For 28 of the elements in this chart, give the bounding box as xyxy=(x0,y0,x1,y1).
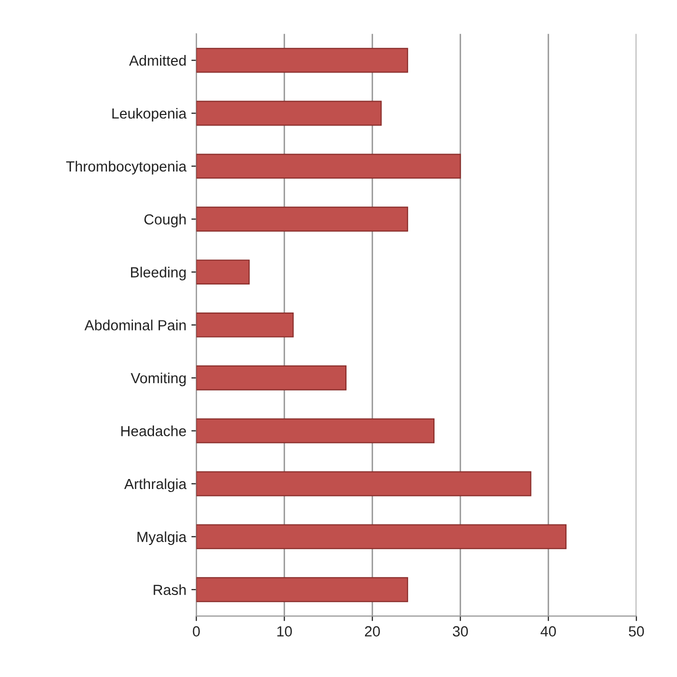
y-tick-label: Headache xyxy=(121,426,186,436)
x-tick-label: 40 xyxy=(540,626,556,637)
bar xyxy=(196,312,294,338)
bar xyxy=(196,418,435,444)
bar xyxy=(196,577,408,602)
y-tick-label: Arthralgia xyxy=(124,478,187,492)
bar xyxy=(196,206,408,232)
y-tick-label: Thrombocytopenia xyxy=(66,160,187,174)
x-tick-label: 10 xyxy=(277,626,292,637)
y-tick-label: Cough xyxy=(144,214,186,228)
y-tick-label: Myalgia xyxy=(138,531,187,545)
bar xyxy=(196,260,250,284)
bar xyxy=(196,154,461,179)
y-tick-label: Abdominal Pain xyxy=(84,320,186,330)
x-tick-label: 50 xyxy=(628,626,644,637)
y-tick-label: Rash xyxy=(154,584,186,596)
x-tick-label: 0 xyxy=(192,626,200,637)
y-tick-label: Leukopenia xyxy=(112,108,187,122)
bar xyxy=(196,471,532,496)
x-tick-label: 30 xyxy=(452,626,468,637)
y-tick-label: Vomiting xyxy=(130,372,186,386)
bar xyxy=(196,100,382,126)
bar xyxy=(196,524,567,550)
x-tick-label: 20 xyxy=(364,626,380,637)
bar xyxy=(196,48,408,73)
y-tick-label: Admitted xyxy=(129,55,186,66)
bar xyxy=(196,365,346,390)
y-tick-label: Bleeding xyxy=(131,266,186,280)
